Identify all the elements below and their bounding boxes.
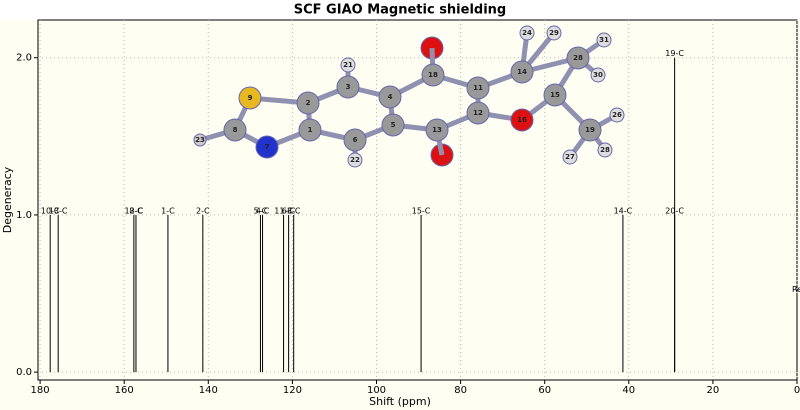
stick-label: 13-C xyxy=(49,206,68,215)
atom-label: 31 xyxy=(599,36,609,44)
atom xyxy=(378,85,402,109)
chart-title: SCF GIAO Magnetic shielding xyxy=(294,3,507,18)
stick-label: 11-C xyxy=(274,206,293,215)
atom xyxy=(546,25,562,41)
atom-label: 29 xyxy=(549,29,559,37)
stick-label: 8-C xyxy=(129,206,143,215)
atom-label: 1 xyxy=(308,126,313,134)
atom xyxy=(381,113,405,137)
atom xyxy=(510,108,534,132)
atom-label: 18 xyxy=(428,71,438,79)
atom xyxy=(255,135,279,159)
atom-label: 12 xyxy=(473,109,483,117)
atom xyxy=(347,152,363,168)
atom xyxy=(466,101,490,125)
atom xyxy=(296,91,320,115)
stick-label: 3-C xyxy=(287,206,301,215)
stick-label: 5-C xyxy=(254,206,268,215)
stick-label: 6-C xyxy=(282,206,296,215)
atom xyxy=(543,83,567,107)
atom xyxy=(343,128,367,152)
y-tick-label: 1.0 xyxy=(16,210,32,221)
atom-label: 30 xyxy=(593,71,603,79)
atom-label: 19 xyxy=(585,126,595,134)
x-tick-label: 20 xyxy=(707,385,720,396)
stick-label: 14-C xyxy=(614,206,633,215)
atom xyxy=(466,76,490,100)
atom-label: 14 xyxy=(517,68,527,76)
stick-label: 4-C xyxy=(256,206,270,215)
atom xyxy=(193,133,207,147)
atom-label: 28 xyxy=(573,54,583,62)
y-axis-label: Degeneracy xyxy=(1,166,14,233)
atom xyxy=(609,107,625,123)
atom-label: 22 xyxy=(350,156,360,164)
y-tick-label: 0.0 xyxy=(16,367,32,378)
x-axis-label: Shift (ppm) xyxy=(369,395,431,408)
atom xyxy=(421,63,445,87)
atom xyxy=(562,149,578,165)
atom xyxy=(298,118,322,142)
atom-label: 7 xyxy=(265,143,270,151)
atom-label: 15 xyxy=(550,91,560,99)
x-tick-label: 100 xyxy=(367,385,386,396)
atom xyxy=(597,142,613,158)
stick-label: 15-C xyxy=(412,206,431,215)
stick-label: 19-C xyxy=(665,49,684,58)
x-tick-label: 160 xyxy=(115,385,134,396)
stick-label: 1-C xyxy=(161,206,175,215)
stick-label: 2-C xyxy=(196,206,210,215)
atom-label: 27 xyxy=(565,153,575,161)
atom xyxy=(336,75,360,99)
atom-label: 16 xyxy=(517,116,527,124)
atom xyxy=(519,25,535,41)
stick-label: 12-C xyxy=(125,206,144,215)
atom-label: 24 xyxy=(522,29,532,37)
atom xyxy=(510,60,534,84)
x-tick-label: 0 xyxy=(794,385,800,396)
atom xyxy=(566,46,590,70)
plot-area: 180 160 140 120 100 80 60 40 20 00.01.02.010-C13-… xyxy=(16,19,800,396)
atom-label: 3 xyxy=(346,83,351,91)
atom-label: 13 xyxy=(432,126,442,134)
atom xyxy=(596,32,612,48)
atom xyxy=(590,67,606,83)
atom-label: 21 xyxy=(343,61,353,69)
stick-label: 10-C xyxy=(41,206,60,215)
stick-label: Re xyxy=(792,285,800,294)
x-tick-label: 40 xyxy=(622,385,635,396)
atom xyxy=(223,118,247,142)
atom xyxy=(340,57,356,73)
atom-label: 23 xyxy=(195,136,205,144)
x-tick-label: 180 xyxy=(31,385,50,396)
atom-label: 11 xyxy=(473,84,483,92)
atom-label: 8 xyxy=(233,126,238,134)
atom-label: 6 xyxy=(353,136,358,144)
x-tick-label: 120 xyxy=(283,385,302,396)
atom-label: 5 xyxy=(391,121,396,129)
atom-label: 4 xyxy=(388,93,393,101)
atom xyxy=(425,118,449,142)
x-tick-label: 60 xyxy=(538,385,551,396)
x-tick-label: 140 xyxy=(199,385,218,396)
atom xyxy=(238,86,262,110)
atom-label: 2 xyxy=(306,99,311,107)
atom-label: 9 xyxy=(248,94,253,102)
x-tick-label: 80 xyxy=(454,385,467,396)
atom-label: 26 xyxy=(612,111,622,119)
atom xyxy=(578,118,602,142)
atom-label: 28 xyxy=(600,146,610,154)
title-bar xyxy=(0,0,800,20)
y-tick-label: 2.0 xyxy=(16,53,32,64)
